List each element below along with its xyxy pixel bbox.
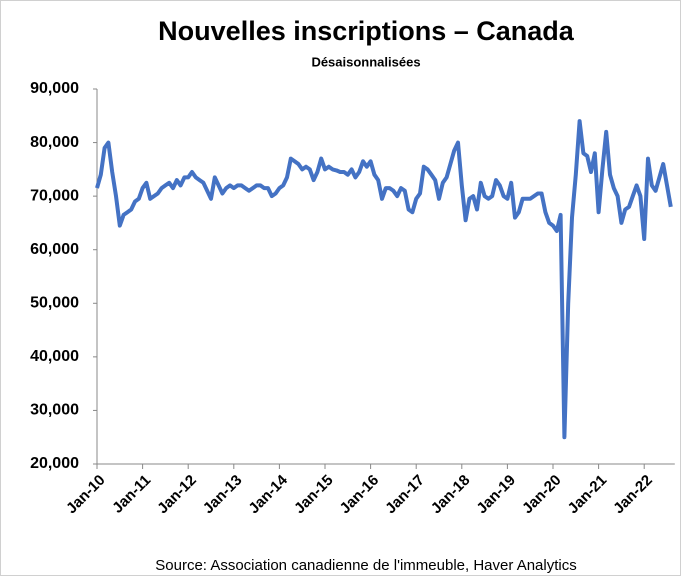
data-line <box>95 119 673 440</box>
y-tick-label: 80,000 <box>30 134 79 151</box>
y-tick-label: 40,000 <box>30 348 79 365</box>
y-tick-label: 60,000 <box>30 241 79 258</box>
chart-title: Nouvelles inscriptions – Canada <box>158 16 575 46</box>
chart-subtitle: Désaisonnalisées <box>311 54 420 69</box>
y-tick-label: 70,000 <box>30 187 79 204</box>
y-tick-label: 90,000 <box>30 80 79 97</box>
y-tick-label: 30,000 <box>30 402 79 419</box>
source-note: Source: Association canadienne de l'imme… <box>155 557 576 574</box>
y-tick-label: 50,000 <box>30 295 79 312</box>
y-tick-label: 20,000 <box>30 455 79 472</box>
